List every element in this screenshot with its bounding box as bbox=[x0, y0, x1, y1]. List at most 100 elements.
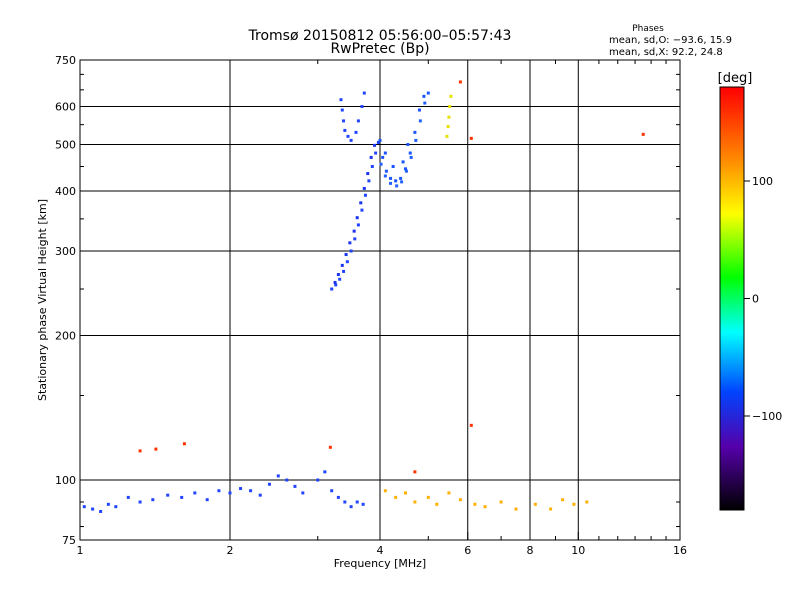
x-tick-label: 6 bbox=[464, 544, 471, 557]
data-point bbox=[330, 287, 334, 291]
data-point bbox=[400, 180, 404, 184]
data-point bbox=[336, 495, 340, 499]
data-point bbox=[344, 253, 348, 257]
y-tick-label: 500 bbox=[55, 139, 76, 152]
colorbar-tick-label: −100 bbox=[752, 410, 782, 423]
data-point bbox=[228, 491, 232, 495]
data-point bbox=[394, 495, 398, 499]
data-point bbox=[448, 105, 452, 109]
data-point bbox=[447, 115, 451, 119]
data-point bbox=[249, 489, 253, 493]
data-point bbox=[182, 442, 186, 446]
data-point bbox=[413, 500, 417, 504]
data-point bbox=[99, 509, 103, 513]
data-point bbox=[394, 179, 398, 183]
data-point bbox=[403, 167, 407, 171]
y-tick-label: 600 bbox=[55, 101, 76, 114]
data-point bbox=[458, 498, 462, 502]
data-point bbox=[417, 108, 421, 112]
grid-lines bbox=[80, 60, 680, 540]
data-point bbox=[514, 507, 518, 511]
data-point bbox=[449, 94, 453, 98]
data-point bbox=[336, 273, 340, 277]
y-tick-label: 100 bbox=[55, 474, 76, 487]
data-point bbox=[360, 208, 364, 212]
data-point bbox=[366, 172, 370, 176]
data-point bbox=[418, 119, 422, 123]
data-point bbox=[258, 493, 262, 497]
data-point bbox=[572, 502, 576, 506]
x-tick-label: 2 bbox=[227, 544, 234, 557]
colorbar-label: [deg] bbox=[718, 71, 753, 86]
data-point bbox=[346, 134, 350, 138]
data-point bbox=[345, 260, 349, 264]
data-point bbox=[446, 125, 450, 129]
data-point bbox=[641, 132, 645, 136]
data-point bbox=[354, 130, 358, 134]
x-tick-label: 1 bbox=[77, 544, 84, 557]
data-point bbox=[369, 155, 373, 159]
data-point bbox=[330, 489, 334, 493]
data-point bbox=[403, 491, 407, 495]
data-point bbox=[349, 505, 353, 509]
data-point bbox=[384, 169, 388, 173]
data-point bbox=[414, 138, 418, 142]
data-point bbox=[413, 130, 417, 134]
data-point bbox=[408, 151, 412, 155]
data-point bbox=[166, 493, 170, 497]
phases-legend-title: Phases bbox=[632, 24, 664, 34]
data-point bbox=[239, 487, 243, 491]
colorbar-tick-label: 100 bbox=[752, 175, 773, 188]
data-point bbox=[334, 283, 338, 287]
data-point bbox=[285, 478, 289, 482]
data-point bbox=[376, 140, 380, 144]
data-point bbox=[362, 91, 366, 95]
data-point bbox=[379, 162, 383, 166]
data-point bbox=[82, 505, 86, 509]
data-point bbox=[533, 502, 537, 506]
data-point bbox=[301, 491, 305, 495]
data-point bbox=[276, 474, 280, 478]
data-point bbox=[378, 138, 382, 142]
data-point bbox=[435, 502, 439, 506]
data-point bbox=[360, 105, 364, 109]
data-point bbox=[409, 155, 413, 159]
data-point bbox=[381, 155, 385, 159]
data-point bbox=[447, 491, 451, 495]
data-point bbox=[399, 176, 403, 180]
chart-subtitle: RwPretec (Bp) bbox=[330, 41, 429, 57]
data-point bbox=[205, 498, 209, 502]
x-tick-label: 16 bbox=[673, 544, 687, 557]
data-point bbox=[114, 505, 118, 509]
data-point bbox=[356, 223, 360, 227]
y-tick-label: 75 bbox=[62, 534, 76, 547]
data-point bbox=[413, 470, 417, 474]
data-point bbox=[338, 277, 342, 281]
data-point bbox=[422, 94, 426, 98]
data-point bbox=[483, 505, 487, 509]
data-point bbox=[353, 237, 357, 241]
data-point bbox=[370, 164, 374, 168]
data-point bbox=[395, 184, 399, 188]
data-point bbox=[348, 241, 352, 245]
data-point bbox=[349, 138, 353, 142]
data-point bbox=[359, 201, 363, 205]
x-axis-label: Frequency [MHz] bbox=[334, 557, 426, 570]
colorbar-ticks: 100 0 −100 bbox=[744, 175, 782, 423]
y-tick-label: 400 bbox=[55, 185, 76, 198]
data-point bbox=[469, 423, 473, 427]
data-point bbox=[106, 502, 110, 506]
data-point bbox=[373, 143, 377, 147]
data-point bbox=[154, 447, 158, 451]
data-point bbox=[293, 484, 297, 488]
data-point bbox=[323, 470, 327, 474]
data-point bbox=[426, 495, 430, 499]
data-point bbox=[193, 491, 197, 495]
data-point bbox=[342, 119, 346, 123]
data-point bbox=[328, 445, 332, 449]
data-point bbox=[217, 489, 221, 493]
data-point bbox=[383, 151, 387, 155]
data-point bbox=[561, 498, 565, 502]
y-tick-label: 750 bbox=[55, 54, 76, 67]
